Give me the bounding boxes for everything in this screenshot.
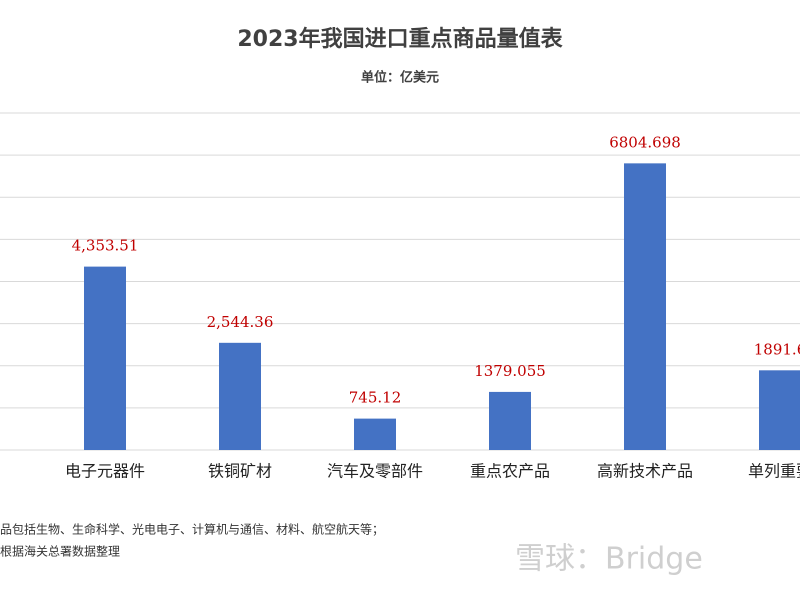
x-tick-label: 电子元器件 [65, 462, 145, 481]
watermark: 雪球：Bridge [515, 542, 703, 577]
value-label: 1379.055 [474, 362, 546, 380]
value-label: 1891.6 [754, 340, 800, 358]
bar [624, 163, 666, 450]
chart-subtitle: 单位：亿美元 [361, 70, 439, 86]
x-tick-label: 汽车及零部件 [327, 462, 423, 481]
value-label: 6804.698 [609, 133, 681, 151]
bar [219, 342, 261, 450]
note: 品包括生物、生命科学、光电电子、计算机与通信、材料、航空航天等； [0, 522, 384, 537]
x-tick-label: 铁铜矿材 [208, 462, 272, 481]
bar [759, 370, 800, 450]
note: 根据海关总署数据整理 [0, 544, 120, 559]
x-tick-label: 单列重要 [748, 462, 800, 481]
bar [489, 391, 531, 450]
bar [84, 266, 126, 450]
value-label: 4,353.51 [72, 237, 139, 255]
value-label: 745.12 [349, 389, 402, 407]
bar [354, 418, 396, 450]
value-label: 2,544.36 [207, 313, 274, 331]
chart-title: 2023年我国进口重点商品量值表 [237, 26, 563, 52]
x-tick-label: 高新技术产品 [597, 462, 693, 481]
x-tick-label: 重点农产品 [470, 462, 550, 481]
